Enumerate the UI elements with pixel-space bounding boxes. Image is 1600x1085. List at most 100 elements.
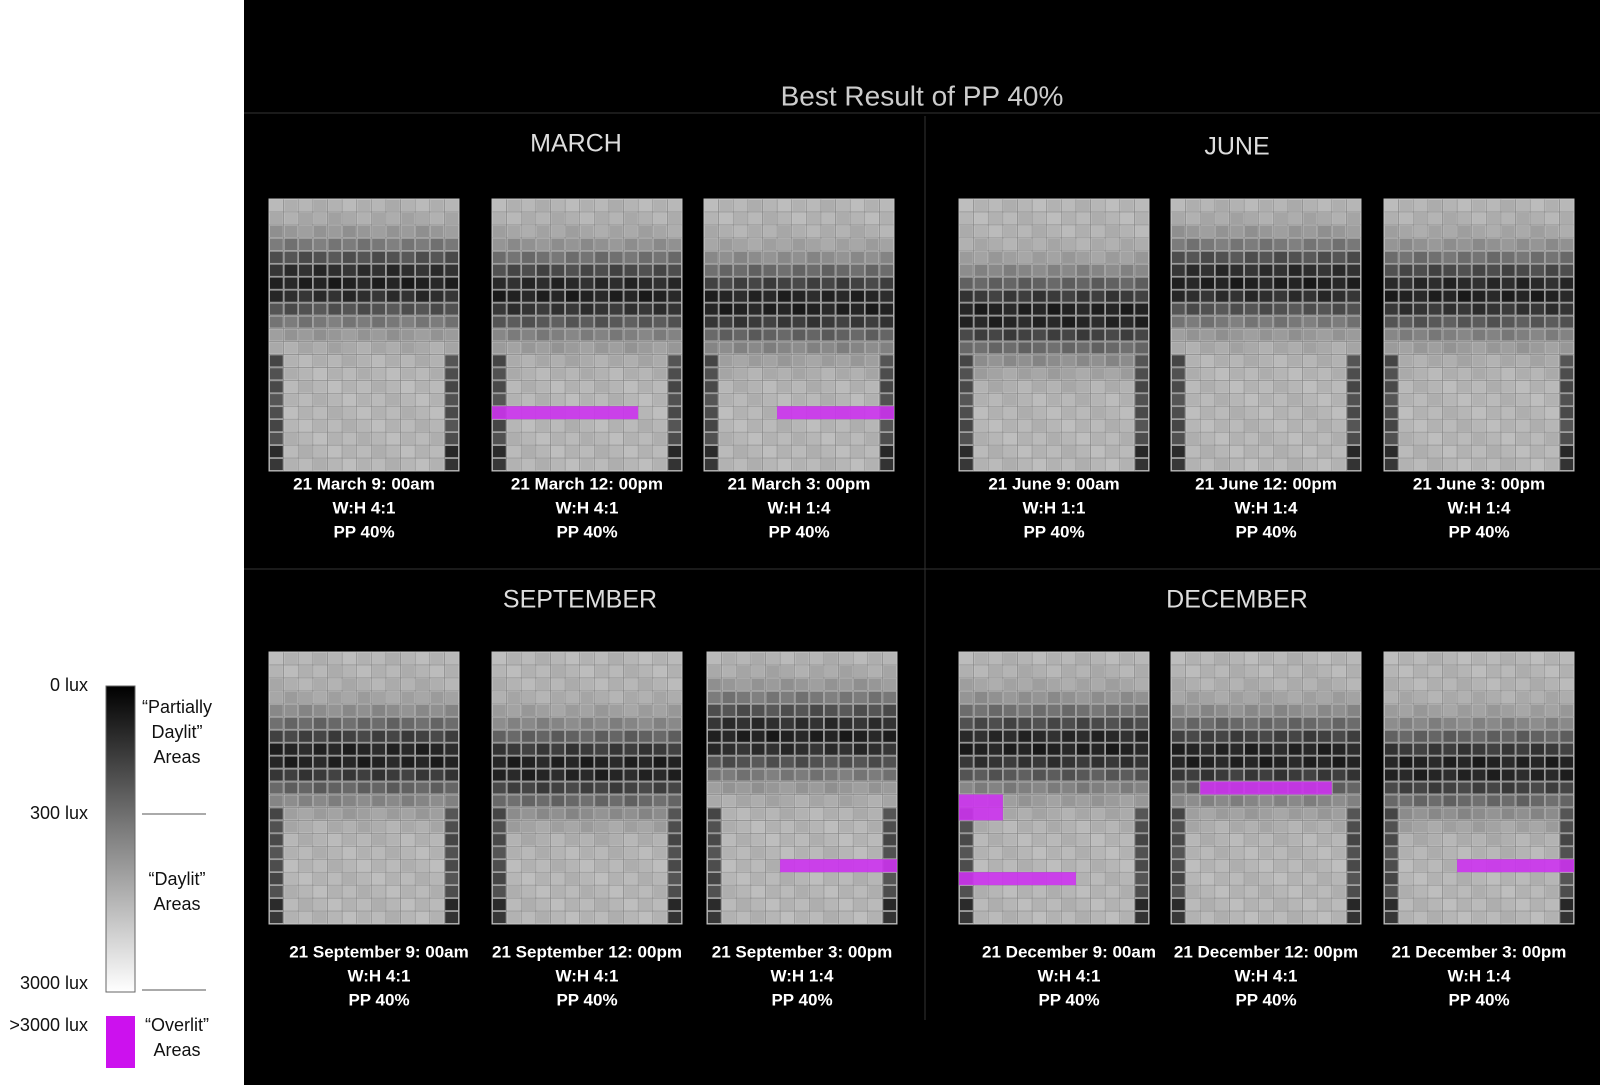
grid-cell (821, 212, 836, 225)
grid-cell (707, 898, 722, 911)
grid-cell (269, 872, 284, 885)
grid-cell (719, 199, 733, 212)
grid-cell (838, 885, 853, 898)
grid-cell (1259, 911, 1273, 924)
grid-cell (444, 277, 459, 290)
grid-cell (357, 898, 371, 911)
grid-cell (821, 264, 836, 277)
grid-cell (1346, 432, 1361, 445)
grid-cell (777, 212, 792, 225)
grid-cell (1515, 225, 1530, 238)
grid-cell (1061, 458, 1076, 471)
grid-cell (824, 717, 839, 730)
grid-cell (1515, 704, 1530, 717)
grid-cell (444, 859, 459, 872)
grid-cell (1486, 911, 1501, 924)
grid-cell (850, 277, 865, 290)
grid-cell (269, 898, 284, 911)
grid-cell (879, 303, 894, 316)
grid-cell (1501, 303, 1516, 316)
grid-cell (850, 328, 865, 342)
grid-cell (1090, 872, 1105, 885)
grid-cell (1229, 794, 1244, 808)
grid-cell (882, 756, 897, 769)
grid-cell (1229, 328, 1244, 342)
grid-cell (1105, 393, 1120, 406)
grid-cell (838, 781, 853, 795)
grid-cell (806, 432, 821, 445)
grid-cell (327, 212, 342, 225)
grid-cell (386, 768, 401, 782)
grid-cell (550, 717, 565, 730)
grid-cell (565, 833, 580, 846)
grid-cell (1559, 833, 1574, 846)
grid-cell (1120, 730, 1134, 743)
grid-cell (1003, 717, 1018, 730)
grid-cell (357, 212, 371, 225)
grid-cell (609, 315, 624, 329)
grid-cell (1559, 419, 1574, 432)
grid-cell (1200, 380, 1215, 393)
grid-cell (806, 290, 821, 303)
grid-cell (1384, 212, 1399, 225)
case-caption: 21 September 12: 00pm (492, 942, 682, 961)
grid-cell (1472, 652, 1486, 665)
grid-cell (1017, 743, 1032, 756)
grid-cell (623, 212, 638, 225)
grid-cell (430, 212, 444, 225)
grid-cell (284, 678, 298, 691)
grid-cell (313, 341, 328, 355)
grid-cell (327, 458, 342, 471)
grid-cell (1288, 277, 1303, 290)
grid-cell (795, 652, 809, 665)
grid-cell (507, 704, 521, 717)
grid-cell (1288, 432, 1303, 445)
grid-cell (492, 367, 507, 380)
grid-cell (400, 406, 415, 419)
grid-cell (298, 225, 313, 238)
grid-cell (1472, 872, 1486, 885)
grid-cell (1442, 833, 1457, 846)
grid-cell (988, 406, 1003, 419)
grid-cell (780, 846, 795, 859)
grid-cell (667, 328, 682, 342)
grid-cell (342, 290, 357, 303)
grid-cell (1244, 794, 1259, 808)
grid-cell (521, 717, 536, 730)
grid-cell (1530, 743, 1545, 756)
grid-cell (853, 898, 868, 911)
grid-cell (623, 264, 638, 277)
grid-cell (298, 665, 313, 678)
grid-cell (638, 768, 653, 782)
grid-cell (1032, 303, 1047, 316)
grid-cell (835, 238, 850, 251)
grid-cell (371, 911, 386, 924)
grid-cell (806, 458, 821, 471)
grid-cell (1472, 846, 1486, 859)
grid-cell (1273, 768, 1288, 782)
grid-cell (327, 264, 342, 277)
grid-cell (342, 704, 357, 717)
grid-cell (959, 212, 974, 225)
grid-cell (1288, 199, 1303, 212)
grid-cell (1399, 911, 1413, 924)
grid-cell (1302, 898, 1317, 911)
grid-cell (638, 445, 653, 458)
grid-cell (1317, 341, 1332, 355)
grid-cell (1545, 833, 1559, 846)
grid-cell (400, 859, 415, 872)
grid-cell (1017, 678, 1032, 691)
grid-cell (1302, 911, 1317, 924)
grid-cell (1457, 846, 1472, 859)
grid-cell (1105, 199, 1120, 212)
grid-cell (444, 290, 459, 303)
grid-cell (780, 717, 795, 730)
grid-cell (879, 367, 894, 380)
grid-cell (1200, 199, 1215, 212)
grid-cell (357, 846, 371, 859)
grid-cell (974, 238, 988, 251)
grid-cell (1120, 872, 1134, 885)
grid-cell (521, 872, 536, 885)
grid-cell (638, 717, 653, 730)
grid-cell (609, 665, 624, 678)
